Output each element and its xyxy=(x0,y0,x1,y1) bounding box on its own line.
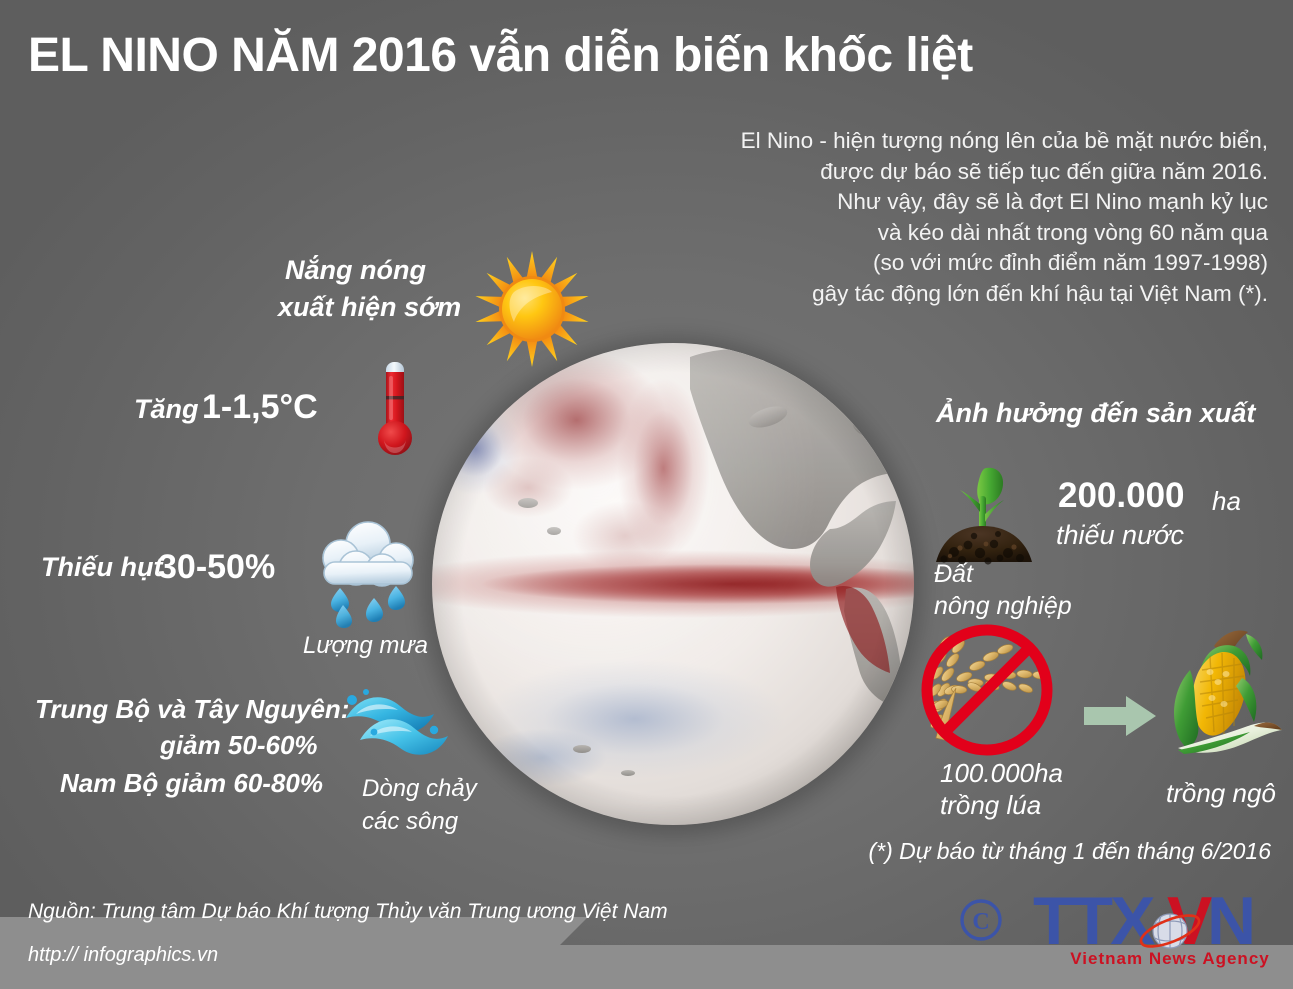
globe-sphere xyxy=(432,343,914,825)
ttxvn-logo: C TTX V N Vietnam News Agency xyxy=(955,883,1285,972)
rain-cloud-icon xyxy=(322,521,414,628)
rice-value: 100.000ha xyxy=(940,758,1063,788)
bottom-bar xyxy=(0,917,1293,989)
sun-icon xyxy=(475,251,589,367)
seedling-icon xyxy=(936,467,1032,565)
forecast-footnote: (*) Dự báo từ tháng 1 đến tháng 6/2016 xyxy=(868,838,1271,864)
riverflow-caption-line2: các sông xyxy=(362,808,459,835)
water-shortage-unit: ha xyxy=(1212,486,1241,516)
rainfall-prefix: Thiếu hụt xyxy=(41,552,163,582)
source-credit: Nguồn: Trung tâm Dự báo Khí tượng Thủy v… xyxy=(28,900,668,923)
intro-line-5: (so với mức đỉnh điểm năm 1997-1998) xyxy=(873,250,1268,275)
svg-text:C: C xyxy=(972,909,989,935)
website-url[interactable]: http:// infographics.vn xyxy=(28,944,219,966)
title-bold-part: EL NINO NĂM 2016 xyxy=(28,29,457,82)
rainfall-caption: Lượng mưa xyxy=(303,632,428,659)
svg-text:N: N xyxy=(1207,888,1253,959)
svg-text:TTX: TTX xyxy=(1033,888,1155,959)
heat-label-line2: xuất hiện sớm xyxy=(278,292,462,322)
thermometer-icon xyxy=(378,362,412,455)
rice-label: trồng lúa xyxy=(940,790,1042,820)
riverflow-caption-line1: Dòng chảy xyxy=(362,775,477,802)
water-waves-icon xyxy=(346,689,448,755)
intro-paragraph: El Nino - hiện tượng nóng lên của bề mặt… xyxy=(588,126,1268,309)
riverflow-line3: Nam Bộ giảm 60-80% xyxy=(60,768,323,798)
rainfall-value: 30-50% xyxy=(158,548,276,586)
globe-orbit-icon xyxy=(1139,913,1201,949)
title-rest-part: vẫn diễn biến khốc liệt xyxy=(456,29,973,82)
rice-prohibited-icon xyxy=(921,624,1053,756)
page-title: EL NINO NĂM 2016 vẫn diễn biến khốc liệt xyxy=(28,28,1268,83)
ttxvn-tagline: Vietnam News Agency xyxy=(1070,949,1269,968)
ttxvn-wordmark: TTX V N xyxy=(1033,883,1256,959)
intro-line-1: El Nino - hiện tượng nóng lên của bề mặt… xyxy=(740,128,1268,153)
bottom-bar-notch xyxy=(0,917,588,945)
intro-line-6: gây tác động lớn đến khí hậu tại Việt Na… xyxy=(812,280,1268,306)
production-heading: Ảnh hưởng đến sản xuất xyxy=(936,398,1256,428)
temperature-prefix: Tăng xyxy=(134,394,199,424)
heat-label-line1: Nắng nóng xyxy=(285,255,426,285)
farmland-line2: nông nghiệp xyxy=(934,592,1072,620)
riverflow-line2: giảm 50-60% xyxy=(160,730,318,760)
intro-line-4: và kéo dài nhất trong vòng 60 năm qua xyxy=(877,219,1268,245)
arrow-right-icon xyxy=(1084,696,1156,736)
intro-line-2: được dự báo sẽ tiếp tục đến giữa năm 201… xyxy=(820,158,1268,184)
water-shortage-value: 200.000 xyxy=(1058,476,1185,515)
farmland-line1: Đất xyxy=(934,560,973,588)
intro-line-3: Như vậy, đây sẽ là đợt El Nino mạnh kỷ l… xyxy=(837,189,1268,214)
water-shortage-label: thiếu nước xyxy=(1056,520,1184,550)
riverflow-line1: Trung Bộ và Tây Nguyên: xyxy=(35,694,350,724)
globe-continents-icon xyxy=(518,348,906,776)
ttxvn-logo-graphic: C TTX V N Vietnam News Agency xyxy=(960,883,1269,968)
temperature-value: 1-1,5°C xyxy=(202,388,318,426)
copyright-icon: C xyxy=(960,899,1002,941)
corn-label: trồng ngô xyxy=(1166,778,1276,808)
corn-icon xyxy=(1174,630,1282,754)
sea-surface-temperature-globe xyxy=(418,333,928,839)
